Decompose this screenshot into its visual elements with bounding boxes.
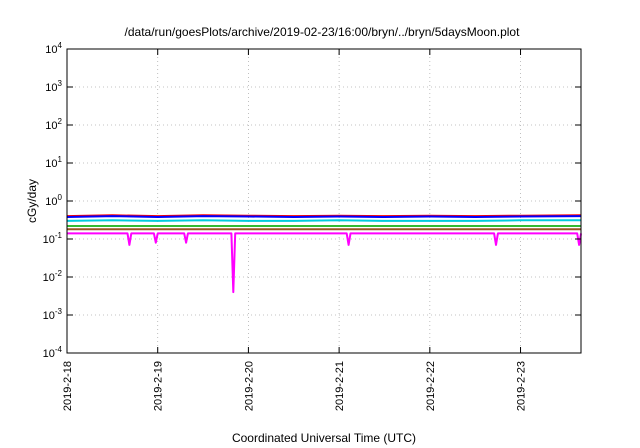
series-line-2 [66,215,582,218]
y-tick-label: 10-4 [43,345,63,360]
y-axis-ticks: 10-4 10-3 10-2 10-1 100 101 102 103 104 [43,41,581,360]
x-tick-label: 2019-2-19 [153,361,165,411]
series-line-3 [66,219,581,222]
x-tick-label: 2019-2-18 [62,361,74,411]
y-tick-label: 101 [45,155,62,170]
series-group [66,214,582,294]
y-tick-label: 100 [45,193,62,208]
y-tick-label: 10-1 [43,231,63,246]
y-tick-label: 102 [45,117,62,132]
y-axis-label: cGy/day [25,179,39,223]
chart-title: /data/run/goesPlots/archive/2019-02-23/1… [125,25,521,39]
x-tick-label: 2019-2-22 [425,361,437,411]
y-tick-label: 10-2 [43,269,63,284]
y-tick-label: 104 [45,41,62,56]
grid [66,49,581,353]
y-tick-label: 103 [45,79,62,94]
series-line-6 [67,232,582,294]
x-axis-label: Coordinated Universal Time (UTC) [232,431,416,445]
y-tick-label: 10-3 [43,307,63,322]
x-tick-label: 2019-2-20 [243,361,255,411]
x-axis-ticks: 2019-2-18 2019-2-19 2019-2-20 2019-2-21 2019… [62,49,528,411]
x-tick-label: 2019-2-23 [516,361,528,411]
x-tick-label: 2019-2-21 [334,361,346,411]
